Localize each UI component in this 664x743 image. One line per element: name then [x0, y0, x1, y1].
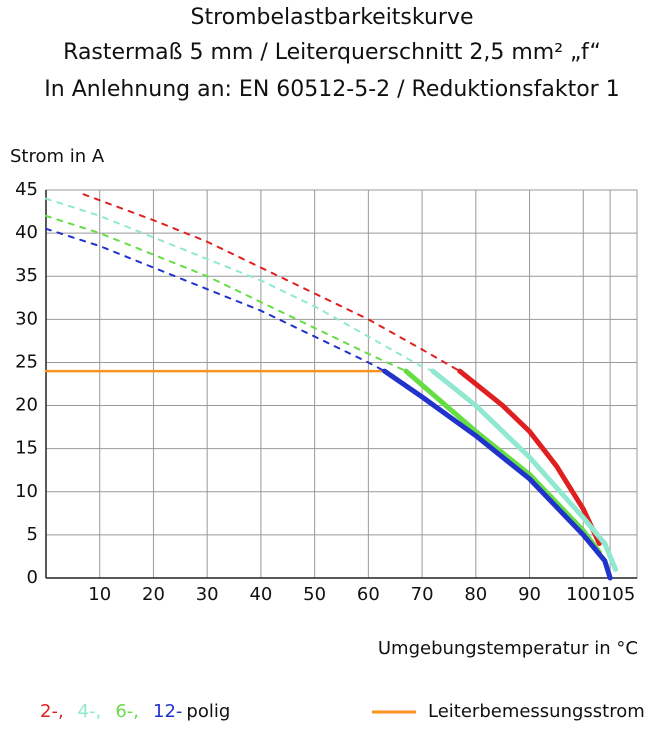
- x-tick-label: 80: [464, 584, 487, 605]
- plot-area: [45, 189, 638, 579]
- line: [45, 214, 407, 373]
- chart-subtitle: In Anlehnung an: EN 60512-5-2 / Reduktio…: [44, 77, 619, 102]
- legend-entry: 12-: [153, 701, 182, 722]
- y-tick-label: 10: [15, 481, 38, 502]
- x-tick-label: 60: [357, 584, 380, 605]
- y-tick-label: 0: [27, 567, 38, 588]
- y-tick-label: 25: [15, 351, 38, 372]
- line: [430, 368, 619, 572]
- y-tick-label: 45: [15, 179, 38, 200]
- line: [82, 193, 461, 373]
- chart-subtitle: Rastermaß 5 mm / Leiterquerschnitt 2,5 m…: [63, 40, 601, 65]
- y-tick-label: 5: [27, 524, 38, 545]
- legend-entry: 6-,: [115, 701, 139, 722]
- x-tick-label: 70: [411, 584, 434, 605]
- y-axis-label: Strom in A: [10, 146, 105, 167]
- line: [45, 227, 386, 373]
- legend-entry: 2-,: [40, 701, 64, 722]
- y-tick-label: 30: [15, 308, 38, 329]
- y-tick-label: 15: [15, 438, 38, 459]
- x-tick-label: 30: [196, 584, 219, 605]
- x-tick-label: 40: [249, 584, 272, 605]
- chart-title: Strombelastbarkeitskurve: [190, 5, 473, 30]
- y-tick-label: 35: [15, 265, 38, 286]
- x-tick-label: 90: [518, 584, 541, 605]
- line: [381, 368, 613, 581]
- legend-entry: polig: [186, 701, 230, 722]
- x-tick-label: 50: [303, 584, 326, 605]
- x-tick-label: 20: [142, 584, 165, 605]
- x-tick-label: 105: [601, 584, 635, 605]
- y-tick-label: 20: [15, 395, 38, 416]
- line: [45, 197, 434, 373]
- x-tick-label: 100: [566, 584, 600, 605]
- x-axis-label: Umgebungstemperatur in °C: [378, 638, 638, 659]
- legend-entry: Leiterbemessungsstrom: [428, 701, 645, 722]
- y-tick-label: 40: [15, 222, 38, 243]
- line: [457, 368, 602, 547]
- legend-entry: 4-,: [78, 701, 102, 722]
- x-tick-label: 10: [88, 584, 111, 605]
